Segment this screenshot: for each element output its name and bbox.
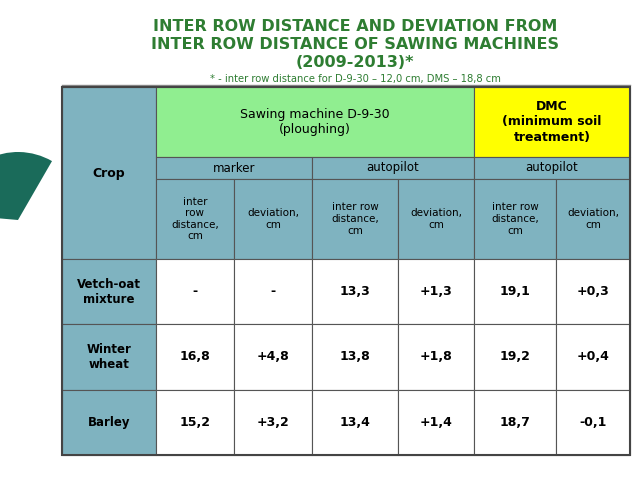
Text: inter row
distance,
cm: inter row distance, cm [331,203,379,236]
Bar [398,324,474,390]
Text: Sawing machine D-9-30
(ploughing): Sawing machine D-9-30 (ploughing) [240,108,390,136]
Text: deviation,
cm: deviation, cm [410,208,462,230]
Bar [398,259,474,324]
Text: * - inter row distance for D-9-30 – 12,0 cm, DMS – 18,8 cm: * - inter row distance for D-9-30 – 12,0… [209,74,500,84]
Text: 15,2: 15,2 [179,416,211,429]
Text: Crop: Crop [93,167,125,180]
Text: inter row
distance,
cm: inter row distance, cm [491,203,539,236]
Bar [62,87,156,259]
Text: +1,3: +1,3 [420,285,452,298]
Text: 16,8: 16,8 [180,350,211,363]
Text: DMC
(minimum soil
treatment): DMC (minimum soil treatment) [502,100,602,144]
Text: inter
row
distance,
cm: inter row distance, cm [171,197,219,241]
Bar [62,259,156,324]
Text: autopilot: autopilot [525,161,579,175]
Text: +1,4: +1,4 [420,416,452,429]
Text: -: - [271,285,276,298]
Bar [474,324,556,390]
Bar [398,390,474,455]
Bar [156,324,234,390]
Bar [474,259,556,324]
Text: 18,7: 18,7 [500,416,531,429]
Text: +0,4: +0,4 [577,350,609,363]
Bar [234,259,312,324]
Bar [474,179,556,259]
Bar [156,390,234,455]
Text: +0,3: +0,3 [577,285,609,298]
Text: +1,8: +1,8 [420,350,452,363]
Text: 13,4: 13,4 [340,416,371,429]
Bar [312,390,398,455]
Bar [62,324,156,390]
Text: deviation,
cm: deviation, cm [567,208,619,230]
Text: INTER ROW DISTANCE OF SAWING MACHINES: INTER ROW DISTANCE OF SAWING MACHINES [151,37,559,52]
Bar [474,157,630,179]
Bar [156,259,234,324]
Bar [556,324,630,390]
Text: Barley: Barley [88,416,131,429]
Text: INTER ROW DISTANCE AND DEVIATION FROM: INTER ROW DISTANCE AND DEVIATION FROM [153,19,557,34]
Bar [312,157,474,179]
Bar [234,324,312,390]
Bar [312,179,398,259]
Text: 13,8: 13,8 [340,350,371,363]
Bar [398,179,474,259]
Text: -: - [193,285,198,298]
Text: Winter
wheat: Winter wheat [86,343,131,371]
Bar [312,324,398,390]
Bar [62,390,156,455]
Bar [474,87,630,157]
Text: +4,8: +4,8 [257,350,289,363]
Bar [234,179,312,259]
Text: marker: marker [212,161,255,175]
Text: (2009-2013)*: (2009-2013)* [296,55,414,70]
Text: 19,1: 19,1 [500,285,531,298]
Text: -0,1: -0,1 [579,416,607,429]
Bar [156,157,312,179]
Bar [156,179,234,259]
Text: 13,3: 13,3 [340,285,371,298]
Bar [474,390,556,455]
Bar [312,259,398,324]
Text: autopilot: autopilot [367,161,419,175]
Wedge shape [0,152,52,220]
Bar [556,259,630,324]
Text: +3,2: +3,2 [257,416,289,429]
Bar [556,390,630,455]
Text: 19,2: 19,2 [500,350,531,363]
Text: Vetch-oat
mixture: Vetch-oat mixture [77,277,141,306]
Bar [156,87,474,157]
Bar [556,179,630,259]
Bar [62,87,630,455]
Bar [234,390,312,455]
Text: deviation,
cm: deviation, cm [247,208,299,230]
